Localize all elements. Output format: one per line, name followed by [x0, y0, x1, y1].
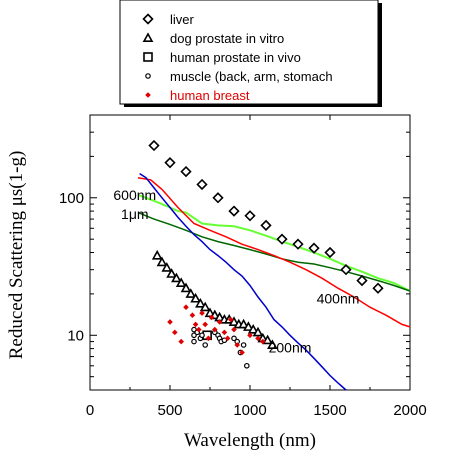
point-dog-prostate-in-vitro — [262, 334, 273, 345]
point-human-breast — [239, 349, 245, 356]
curve-label: 1μm — [121, 206, 149, 222]
legend-label: liver — [170, 12, 195, 27]
curve-600nm — [137, 193, 411, 292]
legend: liver dog prostate in vitro human prostate… — [119, 0, 382, 107]
curve-200nm — [139, 172, 347, 391]
point-human-breast — [208, 314, 215, 321]
point-dog-prostate-in-vitro — [228, 316, 240, 326]
point-human-breast — [196, 326, 202, 333]
point-human-breast — [224, 335, 231, 342]
point-human-breast — [234, 342, 240, 348]
legend-label: human prostate in vivo — [170, 50, 301, 65]
point-human-breast — [221, 329, 228, 336]
point-human-breast — [247, 332, 253, 339]
point-liver — [292, 238, 304, 250]
point-dog-prostate-in-vitro — [151, 249, 163, 260]
point-liver — [148, 139, 160, 152]
point-dog-prostate-in-vitro — [247, 323, 259, 334]
point-human-breast — [189, 312, 196, 318]
curve-label: 400nm — [317, 291, 360, 307]
point-liver — [180, 165, 192, 178]
point-human-breast — [167, 319, 173, 325]
point-muscle-back-arm-stomach — [240, 342, 247, 348]
legend-items: liver dog prostate in vitro human prostate… — [142, 12, 333, 103]
y-tick-label: 10 — [67, 327, 84, 344]
point-dog-prostate-in-vitro — [195, 297, 206, 308]
curves — [137, 172, 411, 391]
point-liver — [228, 205, 240, 217]
x-tick-label: 0 — [86, 402, 94, 419]
legend-marker — [143, 52, 153, 62]
point-human-breast — [228, 316, 234, 323]
point-liver — [308, 242, 320, 254]
curve-label: 600nm — [113, 187, 156, 203]
point-human-breast — [172, 329, 178, 336]
point-human-breast — [202, 321, 208, 328]
point-liver — [164, 157, 176, 169]
point-liver — [212, 192, 224, 204]
point-muscle-back-arm-stomach — [244, 362, 250, 369]
point-muscle-back-arm-stomach — [191, 338, 197, 345]
point-dog-prostate-in-vitro — [243, 321, 254, 331]
point-human-breast — [183, 304, 189, 311]
point-liver — [340, 264, 352, 276]
point-muscle-back-arm-stomach — [202, 342, 209, 348]
point-human-breast — [231, 326, 237, 333]
y-axis-label: Reduced Scattering μs(1-g) — [6, 151, 27, 360]
point-liver — [244, 210, 256, 222]
point-liver — [356, 274, 368, 287]
legend-label: human breast — [170, 88, 250, 103]
point-human-breast — [205, 335, 212, 342]
point-dog-prostate-in-vitro — [166, 268, 177, 278]
x-tick-label: 500 — [157, 402, 182, 419]
x-axis-label: Wavelength (nm) — [184, 430, 316, 451]
point-muscle-back-arm-stomach — [221, 337, 228, 344]
point-human-breast — [178, 338, 184, 345]
point-human-breast — [199, 310, 205, 316]
point-liver — [260, 219, 272, 232]
point-dog-prostate-in-vitro — [180, 282, 192, 293]
legend-marker — [145, 73, 151, 79]
point-muscle-back-arm-stomach — [199, 332, 205, 339]
point-dog-prostate-in-vitro — [190, 292, 201, 303]
legend-label: muscle (back, arm, stomach — [170, 69, 333, 84]
point-liver — [196, 178, 208, 191]
point-liver — [324, 246, 336, 259]
point-human-breast — [260, 338, 266, 345]
point-human-breast — [216, 319, 223, 325]
legend-marker — [142, 13, 154, 25]
curve-label: 200nm — [269, 339, 312, 355]
point-muscle-back-arm-stomach — [231, 335, 237, 342]
markers — [148, 139, 384, 369]
point-dog-prostate-in-vitro — [161, 262, 173, 272]
curve-400nm — [137, 176, 411, 328]
point-dog-prostate-in-vitro — [171, 272, 182, 283]
point-human-breast — [192, 321, 199, 328]
legend-label: dog prostate in vitro — [170, 31, 284, 46]
point-human-breast — [212, 326, 218, 333]
axes: 0 500 1000 1500 2000 10 100 — [59, 114, 427, 419]
legend-marker — [142, 32, 154, 43]
point-dog-prostate-in-vitro — [199, 301, 211, 312]
point-liver — [276, 233, 288, 245]
x-tick-label: 1000 — [233, 402, 266, 419]
plot-frame — [89, 114, 411, 391]
point-dog-prostate-in-vitro — [175, 277, 187, 288]
point-dog-prostate-in-vitro — [238, 318, 249, 329]
point-dog-prostate-in-vitro — [267, 339, 278, 349]
legend-marker — [145, 92, 151, 98]
point-dog-prostate-in-vitro — [185, 288, 197, 298]
y-tick-label: 100 — [59, 190, 84, 207]
x-tick-label: 1500 — [313, 402, 346, 419]
point-liver — [372, 282, 384, 294]
legend-box — [119, 0, 379, 105]
point-dog-prostate-in-vitro — [156, 256, 168, 267]
annotations: 600nm 1μm 400nm 200nm — [113, 187, 359, 355]
x-tick-label: 2000 — [393, 402, 426, 419]
point-human-breast — [255, 335, 261, 342]
